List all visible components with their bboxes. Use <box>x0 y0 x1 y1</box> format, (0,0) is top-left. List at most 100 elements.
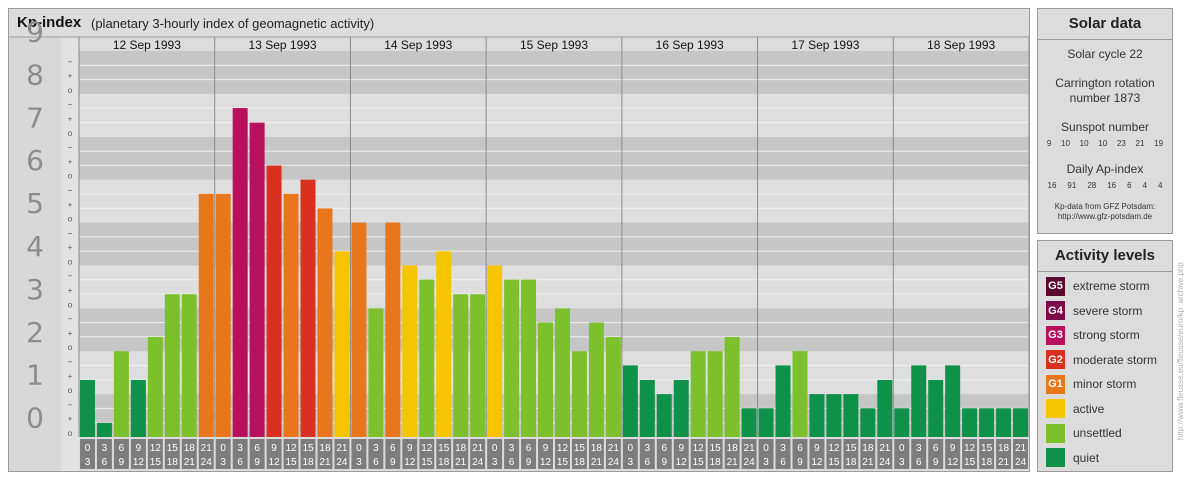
minor-tick-label: o <box>68 172 73 181</box>
minor-tick-label: o <box>68 257 73 266</box>
minor-tick-label: o <box>68 215 73 224</box>
interval-label-box <box>300 439 316 469</box>
interval-label-box <box>96 439 112 469</box>
legend-swatch <box>1046 423 1065 443</box>
interval-end-label: 6 <box>645 457 651 468</box>
interval-end-label: 9 <box>119 457 125 468</box>
kp-bar <box>317 208 333 437</box>
interval-end-label: 18 <box>438 457 450 468</box>
kp-bar <box>758 408 774 437</box>
minor-tick-label: + <box>68 72 73 81</box>
interval-start-label: 6 <box>933 443 939 454</box>
legend-label: unsettled <box>1073 426 1122 440</box>
interval-end-label: 12 <box>811 457 823 468</box>
interval-start-label: 15 <box>438 443 450 454</box>
interval-end-label: 15 <box>285 457 297 468</box>
y-tick-label: 3 <box>26 273 44 306</box>
interval-start-label: 21 <box>879 443 891 454</box>
minor-tick-label: − <box>68 400 73 409</box>
interval-end-label: 9 <box>390 457 396 468</box>
kp-bar <box>453 294 469 437</box>
day-label: 14 Sep 1993 <box>384 38 452 52</box>
interval-end-label: 24 <box>201 457 213 468</box>
credit-link[interactable]: http://www.gfz-potsdam.de <box>1057 212 1153 221</box>
interval-end-label: 18 <box>302 457 314 468</box>
y-tick-label: 9 <box>26 16 44 49</box>
kp-bar <box>80 379 95 437</box>
interval-end-label: 12 <box>540 457 552 468</box>
interval-label-box <box>622 439 638 469</box>
interval-start-label: 3 <box>373 443 379 454</box>
kp-bar <box>673 379 689 437</box>
interval-label-box <box>334 439 350 469</box>
minor-tick-label: − <box>68 358 73 367</box>
kp-bar <box>775 365 791 437</box>
interval-start-label: 18 <box>184 443 196 454</box>
interval-start-label: 3 <box>509 443 515 454</box>
day-label: 13 Sep 1993 <box>249 38 317 52</box>
interval-end-label: 18 <box>845 457 857 468</box>
interval-start-label: 0 <box>220 443 226 454</box>
interval-label-box <box>521 439 537 469</box>
interval-end-label: 21 <box>184 457 196 468</box>
kp-bar <box>1013 408 1028 437</box>
interval-end-label: 9 <box>526 457 532 468</box>
kp-bar <box>283 193 299 437</box>
interval-label-box <box>538 439 553 469</box>
kp-bar <box>504 279 520 437</box>
interval-label-box <box>385 439 401 469</box>
interval-start-label: 15 <box>710 443 722 454</box>
interval-end-label: 9 <box>254 457 260 468</box>
interval-end-label: 21 <box>455 457 467 468</box>
kp-bar <box>232 108 248 437</box>
kp-bar <box>639 379 655 437</box>
interval-start-label: 3 <box>916 443 922 454</box>
interval-label-box <box>317 439 333 469</box>
interval-label-box <box>928 439 944 469</box>
day-label-strip <box>79 37 1029 51</box>
sunspot-value: 10 <box>1098 139 1108 148</box>
interval-end-label: 21 <box>727 457 739 468</box>
kp-bar <box>996 408 1012 437</box>
interval-start-label: 6 <box>797 443 803 454</box>
interval-start-label: 21 <box>201 443 213 454</box>
legend-swatch: G3 <box>1046 325 1065 345</box>
interval-start-label: 3 <box>102 443 108 454</box>
interval-label-box <box>368 439 384 469</box>
kp-bar <box>521 279 537 437</box>
interval-start-label: 12 <box>285 443 297 454</box>
interval-label-box <box>113 439 129 469</box>
kp-bar <box>402 265 418 437</box>
sunspot-value: 21 <box>1135 139 1145 148</box>
interval-end-label: 12 <box>404 457 416 468</box>
sunspot-value: 19 <box>1154 139 1164 148</box>
kp-bar <box>945 365 961 437</box>
interval-end-label: 24 <box>472 457 484 468</box>
interval-start-label: 21 <box>1015 443 1027 454</box>
sunspot-value: 23 <box>1116 139 1126 148</box>
interval-end-label: 6 <box>509 457 515 468</box>
interval-start-label: 3 <box>237 443 243 454</box>
minor-tick-label: − <box>68 229 73 238</box>
interval-start-label: 0 <box>492 443 498 454</box>
kp-bar <box>843 394 859 437</box>
interval-start-label: 12 <box>964 443 976 454</box>
day-label: 16 Sep 1993 <box>656 38 724 52</box>
interval-start-label: 6 <box>390 443 396 454</box>
y-tick-label: 0 <box>26 402 44 435</box>
legend-swatch: G2 <box>1046 350 1065 369</box>
minor-tick-label: − <box>68 100 73 109</box>
interval-label-box <box>555 439 570 469</box>
interval-start-label: 21 <box>608 443 620 454</box>
interval-start-label: 9 <box>271 443 277 454</box>
interval-end-label: 3 <box>356 457 362 468</box>
kp-bar <box>707 351 723 437</box>
sunspot-title: Sunspot number <box>1060 120 1150 134</box>
y-tick-label: 2 <box>26 316 44 349</box>
interval-end-label: 21 <box>591 457 603 468</box>
carrington-line-1: Carrington rotation <box>1055 76 1155 90</box>
interval-start-label: 12 <box>828 443 840 454</box>
interval-end-label: 3 <box>85 457 91 468</box>
interval-end-label: 24 <box>1015 457 1027 468</box>
kp-bar <box>368 308 384 437</box>
